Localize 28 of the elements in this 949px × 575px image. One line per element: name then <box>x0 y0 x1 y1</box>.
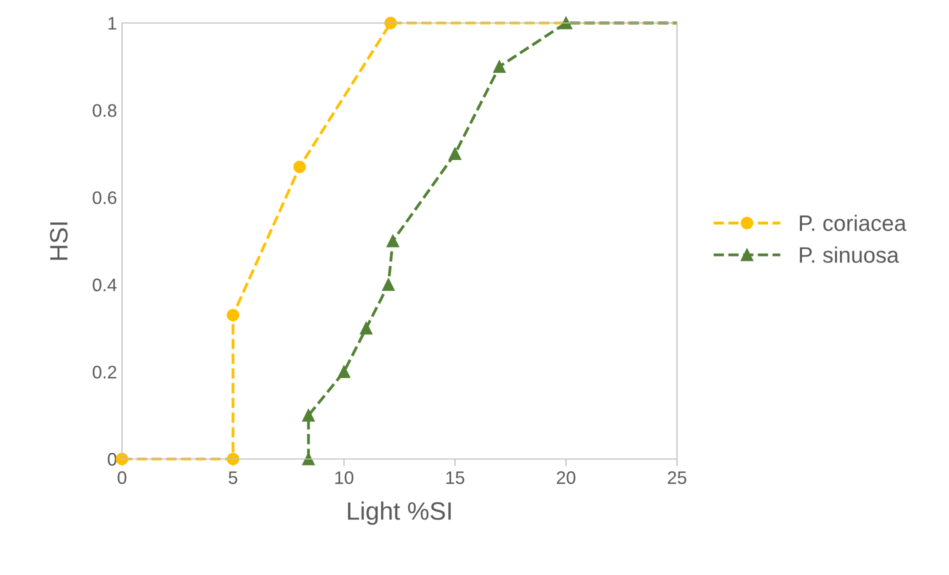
point <box>338 366 350 378</box>
point <box>360 322 372 334</box>
point <box>226 452 240 466</box>
x-tick-label: 15 <box>446 471 464 484</box>
y-tick-label: 0.8 <box>92 104 116 117</box>
point <box>448 148 462 160</box>
point <box>493 60 506 73</box>
point <box>226 308 240 322</box>
point <box>560 16 572 30</box>
legend-label: P. coriacea <box>800 214 906 232</box>
x-tick-label: 10 <box>335 471 354 484</box>
y-tick-label: 0.4 <box>92 278 117 292</box>
y-tick-label: 0.6 <box>92 191 116 204</box>
point <box>382 278 395 291</box>
y-axis-title: HSI <box>50 222 68 260</box>
x-tick-label: 20 <box>556 471 576 484</box>
x-axis-title: Light %SI <box>348 502 451 525</box>
y-tick-label: 1 <box>108 17 116 30</box>
point <box>386 234 400 248</box>
y-tick-label: 0 <box>108 452 116 466</box>
legend-label: P. sinuosa <box>800 246 899 263</box>
x-tick-label: 0 <box>118 471 126 484</box>
y-tick-label: 0.2 <box>92 366 116 379</box>
x-tick-label: 5 <box>228 471 238 484</box>
x-tick-label: 25 <box>668 471 686 484</box>
point <box>302 409 315 422</box>
point <box>293 160 306 174</box>
point <box>302 452 315 466</box>
